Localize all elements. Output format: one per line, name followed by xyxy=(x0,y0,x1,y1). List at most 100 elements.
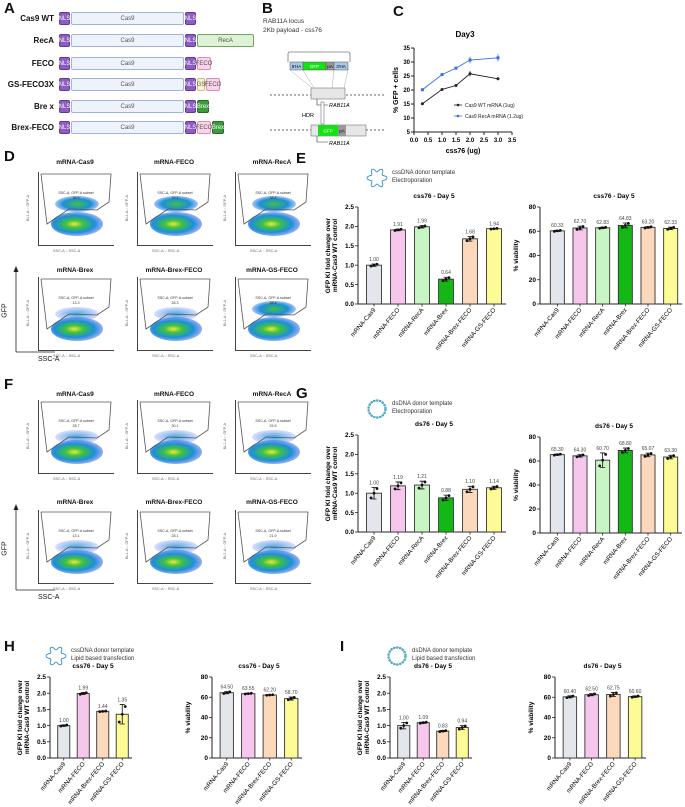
y-tick-label: 0 xyxy=(532,530,536,537)
data-label: 1.94 xyxy=(489,221,499,227)
replicate-point xyxy=(587,694,591,697)
replicate-point xyxy=(101,709,105,713)
template-type: cssDNA donor template xyxy=(71,648,135,654)
donor-5ha-label: 5'HA xyxy=(292,64,302,69)
replicate-point xyxy=(611,693,615,696)
flow-plot: SSC-A, GFP-A subset 13.1 xyxy=(38,510,114,584)
segment-nls: NLS xyxy=(185,100,196,113)
replicate-point xyxy=(468,237,472,241)
template-type: dsDNA donor template xyxy=(412,648,473,654)
bar xyxy=(390,229,406,305)
delivery-method: Electroporation xyxy=(392,178,433,184)
gene-label: RAB11A xyxy=(329,103,350,109)
bar xyxy=(57,725,71,759)
y-tick-label: 0.0 xyxy=(37,755,46,762)
data-label: 62.70 xyxy=(574,219,587,225)
ssdna-strand xyxy=(45,646,67,666)
gate-value: 28.1 xyxy=(172,534,179,538)
replicate-point xyxy=(225,691,229,695)
data-label: 60.70 xyxy=(596,446,609,452)
line-chart-c: Day3 5 10 15 20 25 30 35 0.0 0.5 1.0 1.5 2.0 2.5 3.0 3.… xyxy=(393,30,523,155)
replicate-point xyxy=(120,712,124,716)
y-tick-label: 0.5 xyxy=(345,510,354,517)
bar xyxy=(572,227,588,305)
y-tick-label: 20 xyxy=(544,735,552,742)
data-point xyxy=(420,88,424,92)
flow-plot-xlabel: SSC-A :: SSC-A xyxy=(250,587,278,591)
replicate-point xyxy=(399,227,403,231)
series-line xyxy=(422,73,499,105)
y-axis-label: GFP KI fold change overmRNA-Cas9 WT cont… xyxy=(17,679,31,755)
replicate-point xyxy=(246,692,250,696)
replicate-point xyxy=(471,235,475,239)
segment-cas9: Cas9 xyxy=(71,121,184,134)
segment-nls: NLS xyxy=(59,78,70,91)
replicate-point xyxy=(447,276,451,280)
density-gfp-positive xyxy=(252,196,296,212)
bar xyxy=(617,224,633,305)
replicate-point xyxy=(468,487,472,491)
data-label: 0.83 xyxy=(438,723,448,729)
replicate-point xyxy=(399,481,403,485)
y-tick-label: 2.0 xyxy=(345,224,354,231)
construct-label: GS-FECO3X xyxy=(7,80,54,89)
y-axis-label: % viability xyxy=(528,701,535,733)
replicate-point xyxy=(444,277,448,281)
replicate-point xyxy=(649,225,653,229)
y-tick-label: 5 xyxy=(407,130,411,136)
y-tick-label: 60 xyxy=(201,694,209,701)
replicate-point xyxy=(463,724,467,728)
flow-plot: SSC-A, GFP-A subset 38.4 xyxy=(235,277,311,351)
flow-plot: SSC-A, GFP-A subset 21.9 xyxy=(235,510,311,584)
replicate-point xyxy=(402,724,406,727)
replicate-point xyxy=(375,487,379,490)
legend-label: Cas9 WT mRNA (1ug) xyxy=(465,103,515,109)
template-description: dsDNA donor template Electroporation xyxy=(392,400,452,416)
replicate-point xyxy=(421,721,425,725)
template-description: cssDNA donor template Lipid based transfe… xyxy=(71,647,134,663)
replicate-point xyxy=(375,262,379,266)
y-tick-label: 20 xyxy=(529,506,537,513)
category-label: mRNA-RecA xyxy=(397,534,426,567)
bar xyxy=(572,455,588,534)
replicate-point xyxy=(495,485,499,488)
replicate-point xyxy=(598,226,602,230)
bar xyxy=(414,226,430,305)
replicate-point xyxy=(626,222,630,225)
density-main xyxy=(248,212,300,236)
segment-nls: NLS xyxy=(59,57,70,70)
replicate-point xyxy=(465,239,469,243)
flow-plot: SSC-A, GFP-A subset 13.3 xyxy=(38,277,114,351)
replicate-point xyxy=(286,698,290,702)
replicate-point xyxy=(669,455,673,459)
replicate-point xyxy=(268,693,272,697)
replicate-point xyxy=(552,453,556,457)
bar xyxy=(96,710,110,759)
replicate-point xyxy=(393,487,397,491)
data-label: 62.20 xyxy=(263,688,276,694)
gate-label: SSC-A, GFP-A subset xyxy=(157,191,192,195)
series-line xyxy=(422,57,499,91)
gate-label: SSC-A, GFP-A subset xyxy=(255,419,290,423)
y-axis-label-line: GFP KI fold change over xyxy=(357,679,364,755)
replicate-point xyxy=(643,226,647,230)
bar-chart-e1: css76 - Day 5 0.0 0.5 1.0 1.5 2.0 2.5 GFP KI fo… xyxy=(325,193,506,352)
data-point xyxy=(454,84,458,88)
gate-polygon xyxy=(237,401,309,453)
flow-plot-title: mRNA-Cas9 xyxy=(56,391,94,398)
data-point xyxy=(468,58,472,62)
replicate-point xyxy=(104,709,108,713)
y-axis-label-line: mRNA-Cas9 WT control xyxy=(332,219,339,293)
segment-cas9: Cas9 xyxy=(71,12,184,25)
flow-plot-xlabel: SSC-A :: SSC-A xyxy=(152,587,180,591)
y-tick-label: 60 xyxy=(529,458,537,465)
replicate-point xyxy=(441,498,445,502)
legend-marker xyxy=(456,114,460,118)
construct-label: RecA xyxy=(33,36,54,45)
y-tick-label: 1.5 xyxy=(37,707,46,714)
y-tick-label: 2.0 xyxy=(37,690,46,697)
data-label: 0.64 xyxy=(441,270,451,276)
bar-chart-g1: ds76 - Day 5 0.0 0.5 1.0 1.5 2.0 2.5 GFP KI fol… xyxy=(325,421,506,580)
gate-value: 38.4 xyxy=(270,301,277,305)
